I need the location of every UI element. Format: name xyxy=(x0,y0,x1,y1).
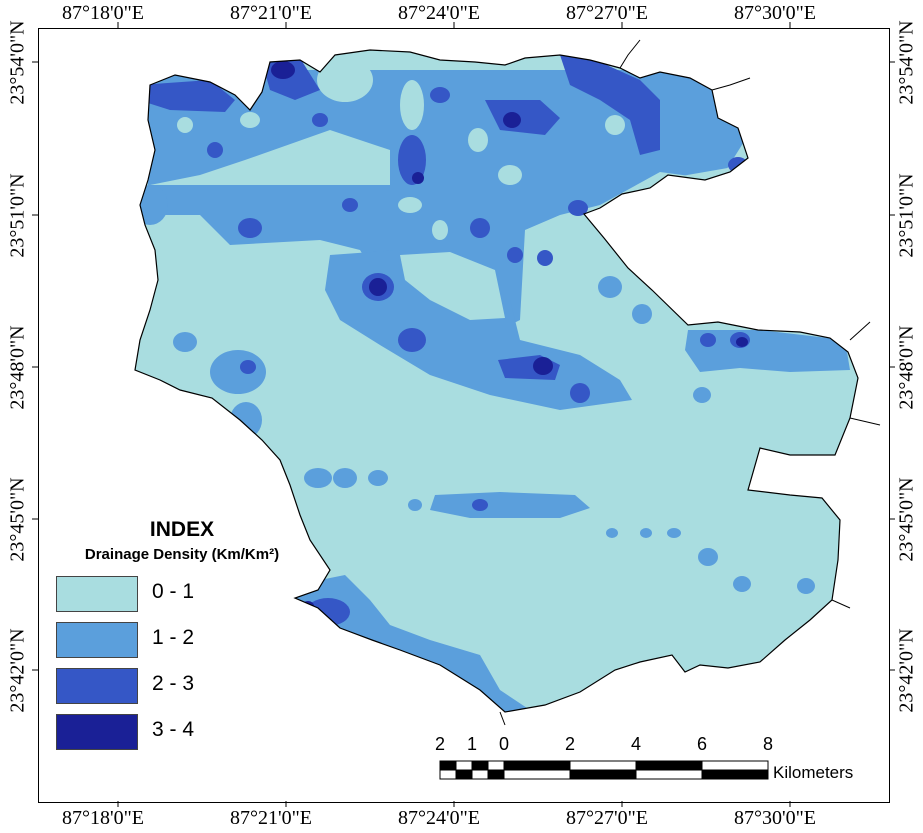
legend-swatch xyxy=(56,622,138,658)
left-latitude-label: 23°54'0"N xyxy=(6,20,29,105)
legend-label: 3 - 4 xyxy=(152,718,195,741)
legend-item: 3 - 4 xyxy=(56,714,306,750)
left-latitude-label: 23°45'0"N xyxy=(6,477,29,562)
scale-number: 6 xyxy=(696,734,708,754)
bottom-longitude-label: 87°30'0"E xyxy=(734,807,816,829)
scale-number: 2 xyxy=(434,734,446,754)
right-latitude-label: 23°42'0"N xyxy=(895,628,918,713)
top-longitude-label: 87°24'0"E xyxy=(398,2,480,24)
legend-title: INDEX xyxy=(149,518,215,541)
left-latitude-label: 23°51'0"N xyxy=(6,173,29,258)
left-latitude-label: 23°48'0"N xyxy=(6,325,29,410)
scale-bar xyxy=(439,760,769,780)
legend-item: 2 - 3 xyxy=(56,668,306,704)
legend-label: 2 - 3 xyxy=(152,672,195,695)
district-boundary xyxy=(134,49,859,713)
top-longitude-label: 87°21'0"E xyxy=(230,2,312,24)
top-longitude-label: 87°27'0"E xyxy=(566,2,648,24)
right-latitude-label: 23°54'0"N xyxy=(895,20,918,105)
scale-number: 8 xyxy=(762,734,774,754)
legend-swatch xyxy=(56,576,138,612)
scale-number: 2 xyxy=(564,734,576,754)
top-longitude-label: 87°18'0"E xyxy=(62,2,144,24)
right-latitude-label: 23°45'0"N xyxy=(895,477,918,562)
scale-unit-label: Kilometers xyxy=(773,763,854,782)
bottom-longitude-label: 87°18'0"E xyxy=(62,807,144,829)
class-3-4-areas xyxy=(271,61,748,611)
legend-item: 1 - 2 xyxy=(56,622,306,658)
right-latitude-label: 23°48'0"N xyxy=(895,325,918,410)
bottom-longitude-label: 87°27'0"E xyxy=(566,807,648,829)
legend-swatch xyxy=(56,714,138,750)
scale-number: 4 xyxy=(630,734,642,754)
top-longitude-label: 87°30'0"E xyxy=(734,2,816,24)
external-lines xyxy=(499,39,881,726)
class-2-3-areas xyxy=(140,55,750,626)
legend-item: 0 - 1 xyxy=(56,576,306,612)
scale-number: 1 xyxy=(466,734,478,754)
legend-label: 1 - 2 xyxy=(152,626,195,649)
right-latitude-label: 23°51'0"N xyxy=(895,173,918,258)
scale-number: 0 xyxy=(498,734,510,754)
legend-subtitle: Drainage Density (Km/Km²) xyxy=(84,546,280,563)
bottom-longitude-label: 87°24'0"E xyxy=(398,807,480,829)
legend-label: 0 - 1 xyxy=(152,580,195,603)
graticule-ticks xyxy=(32,22,895,807)
legend-swatch xyxy=(56,668,138,704)
left-latitude-label: 23°42'0"N xyxy=(6,628,29,713)
bottom-longitude-label: 87°21'0"E xyxy=(230,807,312,829)
